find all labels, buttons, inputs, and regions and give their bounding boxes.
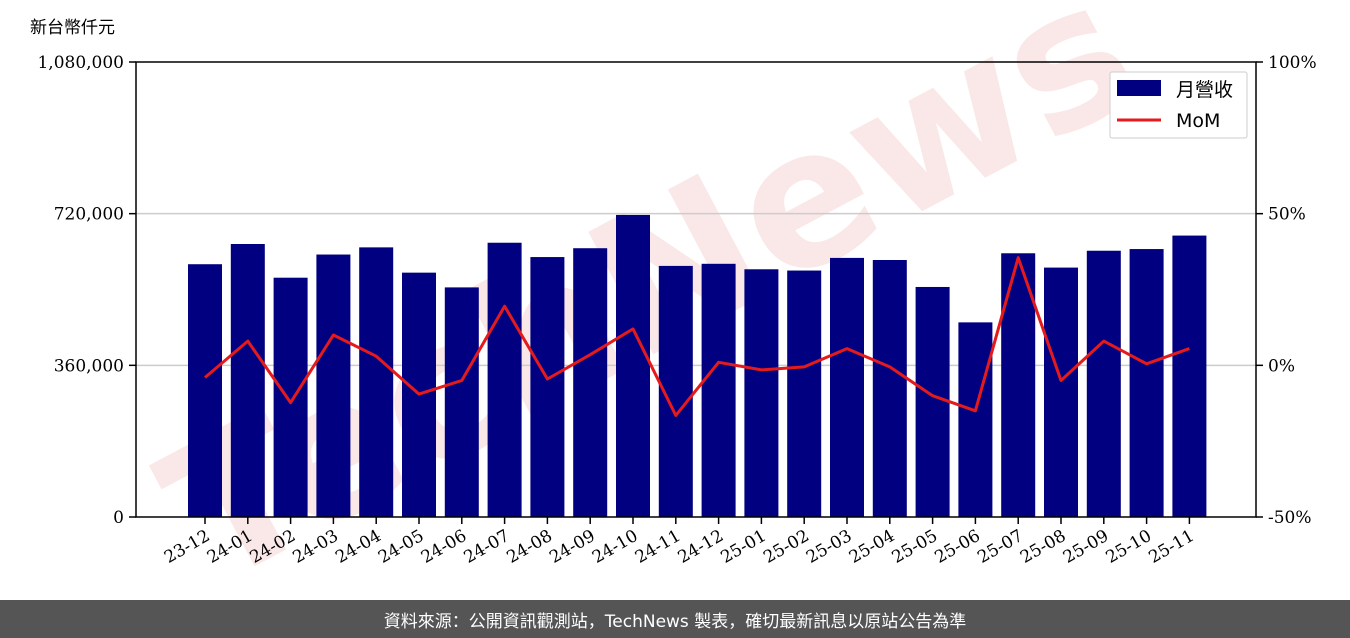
footer-source: 資料來源：公開資訊觀測站，TechNews 製表，確切最新訊息以原站公告為準	[0, 600, 1350, 638]
bar-25-08	[1044, 267, 1078, 517]
bar-25-04	[872, 260, 907, 517]
x-tick-label: 24-08	[503, 526, 555, 568]
legend-bar-swatch	[1117, 80, 1161, 96]
x-tick-label: 25-07	[974, 526, 1026, 568]
legend: 月營收 MoM	[1109, 71, 1248, 139]
x-tick-label: 25-10	[1103, 526, 1155, 568]
bar-24-10	[616, 214, 650, 518]
mom-line	[204, 256, 1190, 417]
x-tick-label: 25-02	[760, 526, 812, 568]
right-axis: -50% 0% 50% 100%	[1256, 53, 1317, 528]
x-tick-label: 24-10	[589, 526, 641, 568]
right-tick-label: 0%	[1268, 356, 1295, 376]
bar-25-06	[958, 322, 993, 517]
left-tick-label: 1,080,000	[37, 53, 124, 73]
right-tick-label: -50%	[1268, 508, 1312, 528]
left-tick-label: 0	[113, 508, 124, 528]
bars	[188, 214, 1207, 518]
plot-frame	[135, 61, 1257, 518]
x-tick-label: 25-06	[931, 526, 983, 568]
bar-25-09	[1086, 250, 1121, 518]
legend-mom-label: MoM	[1176, 110, 1220, 132]
bar-25-05	[915, 286, 950, 517]
bar-25-10	[1129, 249, 1164, 518]
left-tick-label: 720,000	[54, 205, 124, 225]
unit-label: 新台幣仟元	[30, 18, 115, 38]
mom-series-line	[204, 256, 1190, 417]
bar-25-03	[830, 257, 864, 517]
right-tick-label: 50%	[1268, 205, 1306, 225]
x-tick-label: 24-09	[546, 526, 598, 568]
left-axis: 0 360,000 720,000 1,080,000	[37, 53, 136, 528]
x-tick-label: 25-09	[1060, 526, 1112, 568]
x-tick-label: 25-03	[803, 526, 855, 568]
x-tick-label: 25-08	[1017, 526, 1069, 568]
bar-23-12	[188, 264, 222, 517]
x-tick-label: 24-11	[632, 526, 684, 568]
bar-25-11	[1172, 235, 1207, 517]
x-tick-label: 24-06	[418, 526, 470, 568]
bar-25-02	[787, 270, 822, 517]
x-tick-label: 25-01	[717, 526, 769, 568]
bar-24-04	[359, 247, 394, 518]
bar-25-01	[744, 269, 779, 517]
bar-24-12	[701, 263, 736, 517]
x-tick-label: 25-04	[846, 526, 898, 568]
x-tick-label: 25-05	[889, 526, 941, 568]
bar-24-06	[444, 287, 479, 517]
x-tick-label: 24-12	[675, 526, 727, 568]
bar-24-09	[573, 248, 608, 518]
bar-24-07	[487, 242, 522, 517]
bar-24-08	[530, 257, 565, 517]
legend-revenue-label: 月營收	[1176, 79, 1233, 101]
left-tick-label: 360,000	[54, 356, 124, 376]
right-tick-label: 100%	[1268, 53, 1317, 73]
bar-24-01	[230, 244, 265, 517]
bar-24-02	[273, 277, 308, 517]
bar-24-03	[316, 254, 351, 517]
x-tick-label: 25-11	[1145, 526, 1197, 568]
x-tick-label: 24-07	[461, 526, 513, 568]
